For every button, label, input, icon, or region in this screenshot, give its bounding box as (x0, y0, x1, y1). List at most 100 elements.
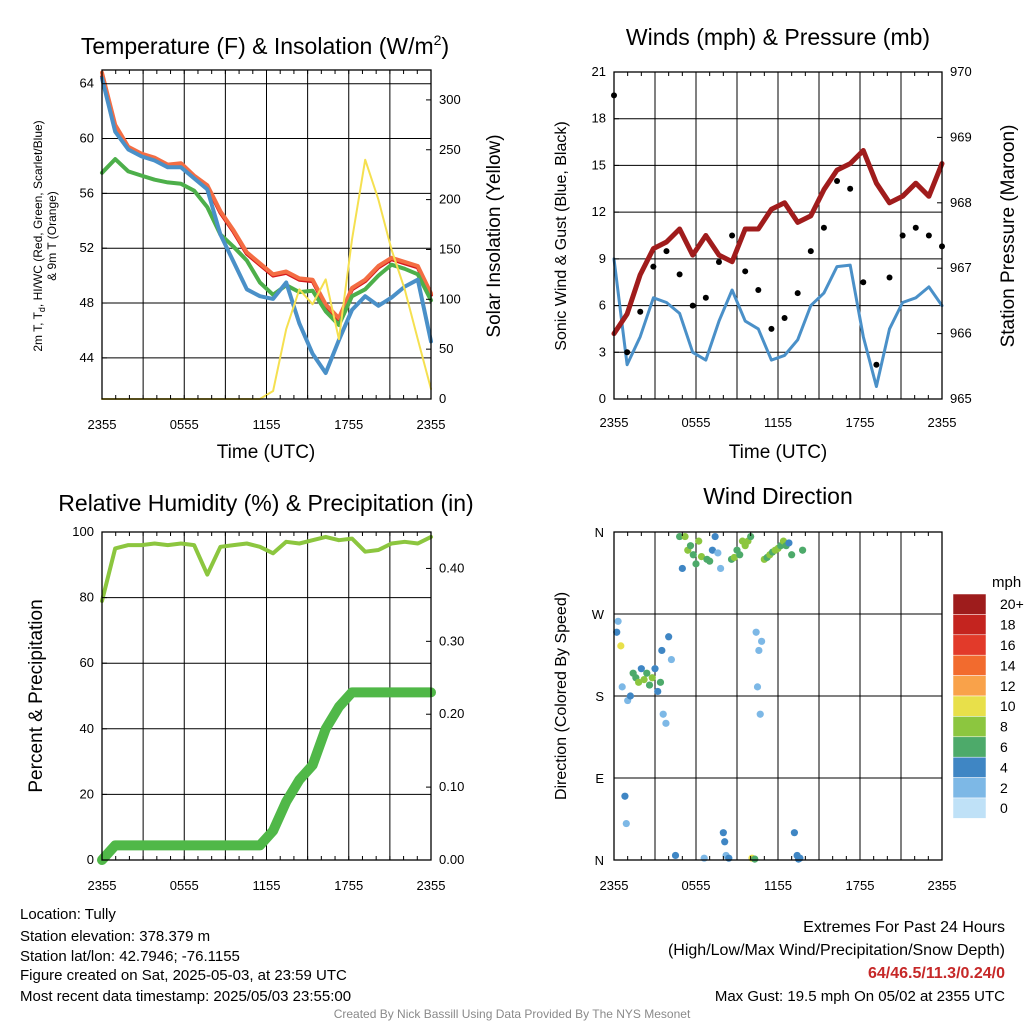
x-tick-label: 0555 (170, 417, 199, 432)
direction-point (755, 646, 763, 655)
direction-point (689, 551, 697, 559)
legend-swatch (952, 756, 987, 778)
direction-point (640, 676, 648, 684)
x-tick-label: 1155 (764, 415, 792, 430)
gust-point (742, 268, 749, 275)
gust-point (886, 274, 893, 281)
direction-point (613, 628, 621, 636)
legend-label: 12 (1000, 678, 1016, 694)
gust-point (663, 248, 670, 255)
direction-point (645, 681, 654, 689)
direction-point (711, 532, 719, 541)
y2-tick-label: 0.20 (439, 706, 464, 721)
winds-ylabel: Sonic Wind & Gust (Blue, Black) (553, 121, 570, 350)
x-tick-label: 1155 (764, 878, 792, 893)
x-tick-label: 1755 (334, 417, 363, 432)
direction-point (758, 637, 766, 645)
humidity-ylabel: Percent & Precipitation (26, 599, 47, 792)
direction-point (700, 854, 708, 862)
y-tick-label: W (592, 607, 605, 622)
direction-point (730, 553, 738, 562)
temperature-title: Temperature (F) & Insolation (W/m2) (81, 32, 449, 59)
y2-tick-label: 200 (439, 192, 461, 207)
y2-tick-label: 150 (439, 241, 461, 256)
series-line-pressure (611, 148, 945, 337)
direction-point (753, 683, 762, 691)
y2-tick-label: 250 (439, 142, 461, 157)
direction-point (678, 564, 686, 573)
temperature-ylabel-line2: & 9m T (Orange) (45, 191, 59, 281)
humidity-title: Relative Humidity (%) & Precipitation (i… (58, 490, 473, 516)
direction-point (656, 678, 665, 686)
legend-label: 8 (1000, 719, 1008, 735)
y2-tick-label: 100 (439, 291, 461, 306)
gust-point (637, 308, 644, 315)
temperature-ylabel: 2m T, Td, HI/WC (Red, Green, Scarlet/Blu… (31, 120, 47, 351)
temperature-title-superscript: 2 (434, 32, 442, 48)
x-tick-label: 1755 (846, 415, 875, 430)
pressure-ylabel: Station Pressure (Maroon) (998, 125, 1019, 348)
direction-point (665, 633, 673, 641)
direction-point (618, 683, 626, 691)
y2-tick-label: 0.40 (439, 560, 464, 575)
extremes-subtitle: (High/Low/Max Wind/Precipitation/Snow De… (667, 942, 1005, 959)
legend-swatch (952, 675, 987, 697)
direction-point (635, 678, 643, 686)
direction-point (714, 549, 722, 557)
direction-point (676, 532, 684, 541)
direction-point (686, 542, 695, 550)
direction-point (736, 551, 744, 559)
gust-point (834, 178, 841, 184)
max-gust: Max Gust: 19.5 mph On 05/02 at 2355 UTC (714, 988, 1005, 1005)
winds-panel: Winds (mph) & Pressure (mb) 0 3 6 9 12 15 18 21… (553, 24, 1019, 463)
direction-point (681, 532, 689, 541)
series-line-precip (97, 687, 436, 865)
winds-grid (614, 71, 942, 400)
y-tick-label: 48 (80, 295, 94, 310)
winds-lines (611, 92, 945, 388)
speed-legend: 20+ 18 16 14 12 10 8 6 4 2 0 (952, 593, 1024, 819)
gust-point (676, 271, 683, 278)
series-line-wind (612, 257, 944, 388)
humidity-panel: Relative Humidity (%) & Precipitation (i… (26, 490, 474, 893)
direction-point (717, 564, 725, 573)
extremes-values: 64/46.5/11.3/0.24/0 (867, 965, 1005, 982)
gust-point (873, 361, 880, 368)
gust-point (860, 279, 867, 286)
y-tick-label: 60 (80, 131, 94, 146)
direction-point (752, 628, 760, 636)
y-tick-label: 100 (72, 524, 94, 539)
direction-point (622, 819, 630, 828)
y2-tick-label: 0.10 (439, 779, 464, 794)
x-tick-label: 1155 (253, 417, 281, 432)
solar-ylabel: Solar Insolation (Yellow) (484, 134, 505, 337)
direction-point (614, 617, 622, 625)
direction-axis-ticks: N E S W N 2355 0555 1155 1755 2355 (592, 525, 957, 893)
legend-label: 4 (1000, 759, 1008, 775)
x-tick-label: 1155 (253, 878, 281, 893)
humidity-axis-ticks: 0 20 40 60 80 100 0.00 0.10 0.20 0.30 0.40 2355 0555… (72, 524, 464, 893)
direction-point (708, 546, 717, 554)
legend-label: 20+ (1000, 596, 1024, 612)
winds-axis-ticks: 0 3 6 9 12 15 18 21 965 966 967 968 969 970 2355 0555 11… (592, 64, 972, 430)
legend-label: 18 (1000, 617, 1016, 633)
y-tick-label: 52 (80, 240, 94, 255)
credit-line: Created By Nick Bassill Using Data Provi… (333, 1007, 691, 1021)
gust-point (912, 224, 919, 231)
series-line-orange (100, 70, 433, 321)
direction-point (788, 551, 796, 559)
direction-point (799, 546, 807, 554)
humidity-lines (97, 534, 436, 865)
y-tick-label: 9 (599, 251, 606, 266)
x-tick-label: 1755 (846, 878, 875, 893)
direction-point (751, 855, 759, 863)
direction-title: Wind Direction (703, 483, 853, 509)
y2-tick-label: 970 (950, 64, 972, 79)
direction-point (790, 829, 799, 837)
legend-swatch (952, 716, 987, 738)
direction-point (617, 642, 625, 650)
y-tick-label: N (595, 853, 604, 868)
x-tick-label: 2355 (600, 878, 629, 893)
legend-swatch (952, 654, 987, 676)
